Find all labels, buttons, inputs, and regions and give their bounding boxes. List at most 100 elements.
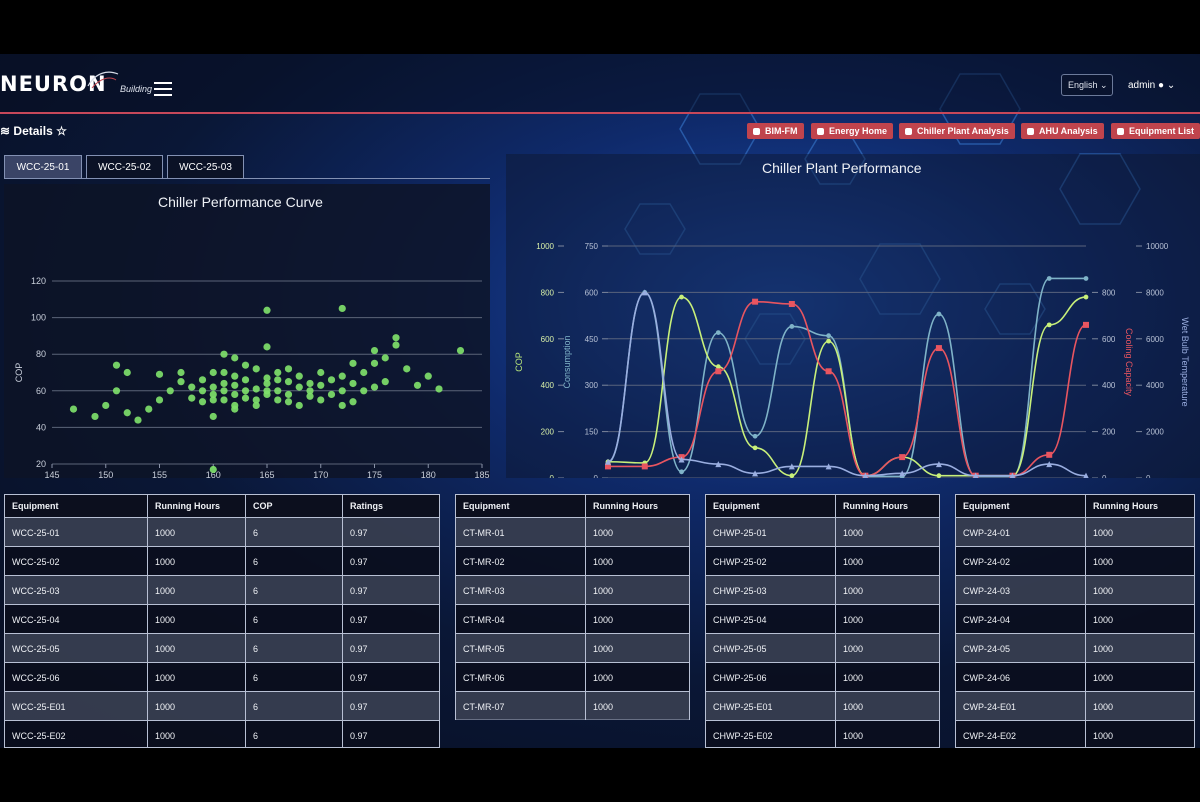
table-row[interactable]: WCC-25-04 1000 6 0.97 xyxy=(5,604,439,633)
table-cell: 1000 xyxy=(1085,518,1194,546)
scatter-point xyxy=(220,368,228,377)
scatter-point xyxy=(231,381,239,389)
user-menu[interactable]: admin ● ⌄ xyxy=(1128,80,1175,91)
tab-wcc-25-01[interactable]: WCC-25-01 xyxy=(4,155,82,178)
y-tick-label: 80 xyxy=(36,349,46,359)
table-row[interactable]: CT-MR-02 1000 xyxy=(456,546,689,575)
table-row[interactable]: WCC-25-06 1000 6 0.97 xyxy=(5,662,439,691)
table-row[interactable]: WCC-25-02 1000 6 0.97 xyxy=(5,546,439,575)
table-row[interactable]: CWP-24-E01 1000 xyxy=(956,691,1194,720)
scatter-point xyxy=(166,387,174,395)
table-cell: CWP-24-04 xyxy=(963,615,1011,625)
scatter-point xyxy=(317,381,325,389)
table-row[interactable]: WCC-25-E01 1000 6 0.97 xyxy=(5,691,439,720)
table-header-row: Equipment Running Hours xyxy=(956,495,1194,517)
dashboard-screen: NEURON Building English ⌄ admin ● ⌄ ≋ De… xyxy=(0,54,1200,748)
series-point xyxy=(752,445,758,451)
table-cell: CT-MR-07 xyxy=(463,702,505,712)
y-tick-label: 100 xyxy=(31,313,46,323)
scatter-point xyxy=(284,378,293,386)
scatter-point xyxy=(209,390,217,399)
x-tick-label: 175 xyxy=(367,470,382,478)
table-row[interactable]: CHWP-25-E02 1000 xyxy=(706,720,939,748)
table-cell: CHWP-25-05 xyxy=(713,644,767,654)
table-row[interactable]: CWP-24-E02 1000 xyxy=(956,720,1194,748)
scatter-point xyxy=(392,341,400,349)
table-row[interactable]: CWP-24-04 1000 xyxy=(956,604,1194,633)
table-row[interactable]: CHWP-25-01 1000 xyxy=(706,517,939,546)
condenser-water-pump-table: Equipment Running Hours CWP-24-01 1000 CWP-2… xyxy=(955,494,1195,748)
table-cell: CHWP-25-E01 xyxy=(713,702,773,712)
series-point xyxy=(752,470,759,477)
table-cell: 1000 xyxy=(835,634,939,662)
table-cell: 6 xyxy=(245,721,342,748)
table-row[interactable]: WCC-25-05 1000 6 0.97 xyxy=(5,633,439,662)
tab-wcc-25-03[interactable]: WCC-25-03 xyxy=(167,155,244,178)
series-point xyxy=(1046,461,1053,468)
series-point xyxy=(1046,322,1052,328)
hamburger-menu-button[interactable] xyxy=(154,82,172,96)
nav-button-equipment-list[interactable]: Equipment List xyxy=(1111,123,1200,139)
table-cell: 1000 xyxy=(835,663,939,691)
axis-tick-label: 200 xyxy=(541,428,555,437)
table-cell: 1000 xyxy=(585,547,689,575)
table-row[interactable]: CHWP-25-04 1000 xyxy=(706,604,939,633)
table-cell: 1000 xyxy=(1085,721,1194,748)
scatter-point xyxy=(274,368,282,377)
table-cell: CT-MR-04 xyxy=(463,615,505,625)
scatter-point xyxy=(338,401,346,410)
scatter-point xyxy=(123,368,131,377)
table-row[interactable]: CT-MR-04 1000 xyxy=(456,604,689,633)
table-row[interactable]: CWP-24-03 1000 xyxy=(956,575,1194,604)
axis-tick-label: 200 xyxy=(1102,428,1116,437)
nav-button-ahu-analysis[interactable]: AHU Analysis xyxy=(1021,123,1104,139)
scatter-point xyxy=(381,354,389,362)
table-row[interactable]: CWP-24-02 1000 xyxy=(956,546,1194,575)
table-row[interactable]: CWP-24-06 1000 xyxy=(956,662,1194,691)
table-row[interactable]: CWP-24-01 1000 xyxy=(956,517,1194,546)
table-row[interactable]: CHWP-25-05 1000 xyxy=(706,633,939,662)
table-cell: 0.97 xyxy=(342,721,439,748)
scatter-point xyxy=(349,398,357,406)
table-row[interactable]: CT-MR-01 1000 xyxy=(456,517,689,546)
series-point xyxy=(1083,321,1089,328)
table-row[interactable]: CHWP-25-02 1000 xyxy=(706,546,939,575)
column-header: Running Hours xyxy=(1085,495,1194,517)
scatter-point xyxy=(263,387,271,395)
tab-wcc-25-02[interactable]: WCC-25-02 xyxy=(86,155,163,178)
table-row[interactable]: WCC-25-03 1000 6 0.97 xyxy=(5,575,439,604)
scatter-point xyxy=(317,396,325,404)
nav-button-bim-fm[interactable]: BIM-FM xyxy=(747,123,804,139)
scatter-point xyxy=(284,390,293,399)
scatter-point xyxy=(435,385,443,393)
table-row[interactable]: WCC-25-01 1000 6 0.97 xyxy=(5,517,439,546)
table-row[interactable]: CT-MR-06 1000 xyxy=(456,662,689,691)
table-row[interactable]: CHWP-25-03 1000 xyxy=(706,575,939,604)
table-row[interactable]: CT-MR-07 1000 xyxy=(456,691,689,720)
table-cell: 1000 xyxy=(1085,663,1194,691)
table-cell: 1000 xyxy=(835,605,939,633)
table-row[interactable]: CT-MR-05 1000 xyxy=(456,633,689,662)
nav-button-energy-home[interactable]: Energy Home xyxy=(811,123,894,139)
table-row[interactable]: CHWP-25-06 1000 xyxy=(706,662,939,691)
series-point xyxy=(899,454,906,461)
table-row[interactable]: WCC-25-E02 1000 6 0.97 xyxy=(5,720,439,748)
language-select[interactable]: English ⌄ xyxy=(1061,74,1113,96)
logo: NEURON xyxy=(0,72,107,96)
star-icon[interactable]: ☆ xyxy=(56,124,67,138)
scatter-chart-title: Chiller Performance Curve xyxy=(158,194,323,210)
table-cell: CT-MR-03 xyxy=(463,586,505,596)
x-tick-label: 150 xyxy=(98,470,113,478)
table-row[interactable]: CWP-24-05 1000 xyxy=(956,633,1194,662)
series-point xyxy=(678,456,685,463)
nav-button-label: Equipment List xyxy=(1129,126,1194,136)
ahu-icon xyxy=(1027,128,1034,135)
language-label: English xyxy=(1068,80,1098,90)
table-row[interactable]: CHWP-25-E01 1000 xyxy=(706,691,939,720)
table-cell: 1000 xyxy=(585,692,689,720)
table-row[interactable]: CT-MR-03 1000 xyxy=(456,575,689,604)
chiller-plant-performance-panel: Chiller Plant Performance 0 200 400 600 800 1… xyxy=(506,154,1200,478)
nav-button-label: Chiller Plant Analysis xyxy=(917,126,1009,136)
nav-button-chiller-plant-analysis[interactable]: Chiller Plant Analysis xyxy=(899,123,1015,139)
scatter-point xyxy=(220,396,228,404)
